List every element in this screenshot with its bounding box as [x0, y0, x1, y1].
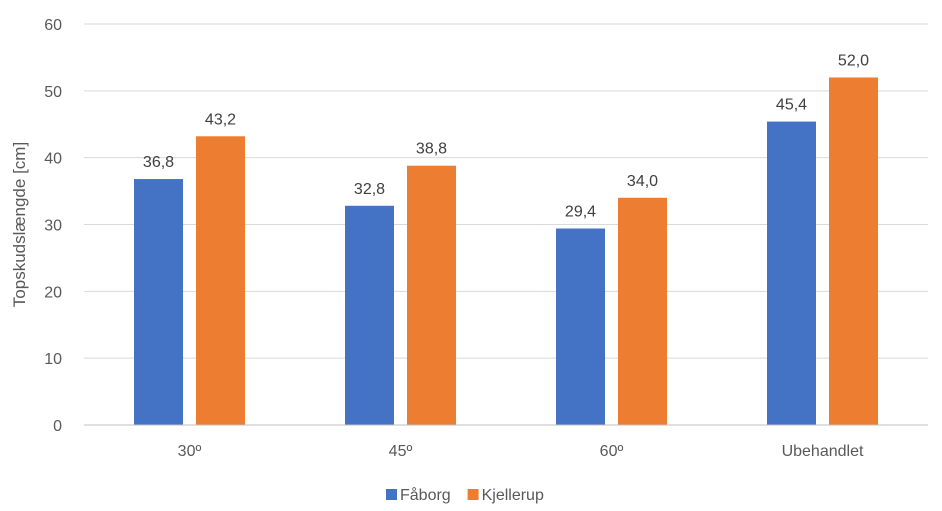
x-tick-label: Ubehandlet	[782, 443, 864, 460]
bar	[556, 228, 605, 425]
bar	[134, 179, 183, 425]
x-tick-label: 30º	[178, 443, 202, 460]
bar	[407, 165, 456, 426]
bars	[134, 77, 878, 426]
legend-swatch	[467, 489, 479, 500]
y-tick-label: 30	[44, 218, 62, 235]
data-label: 32,8	[354, 181, 385, 198]
y-tick-label: 10	[44, 351, 62, 368]
y-axis-label: Topskudslængde [cm]	[10, 142, 29, 307]
data-label: 52,0	[838, 52, 869, 69]
x-tick-label: 60º	[600, 443, 624, 460]
y-tick-label: 50	[44, 84, 62, 101]
data-label: 36,8	[143, 154, 174, 171]
y-tick-label: 20	[44, 284, 62, 301]
legend-label: Fåborg	[400, 486, 451, 504]
x-axis-ticks: 30º 45º 60º Ubehandlet	[178, 443, 864, 460]
legend-label: Kjellerup	[482, 487, 544, 504]
x-tick-label: 45º	[389, 443, 413, 460]
data-label: 38,8	[416, 141, 447, 158]
bar	[345, 205, 394, 425]
data-label: 43,2	[205, 111, 236, 128]
y-tick-label: 40	[44, 151, 62, 168]
bar	[196, 136, 245, 425]
data-label: 34,0	[627, 173, 658, 190]
y-tick-label: 60	[44, 17, 62, 34]
data-label: 45,4	[776, 97, 807, 114]
legend-swatch	[386, 489, 397, 500]
y-axis-ticks: 0 10 20 30 40 50 60	[44, 17, 62, 435]
data-labels: 36,8 43,2 32,8 38,8 29,4 34,0 45,4 52,0	[143, 52, 869, 220]
bar	[829, 77, 878, 425]
y-tick-label: 0	[53, 418, 62, 435]
bar	[767, 121, 816, 426]
data-label: 29,4	[565, 204, 596, 221]
bar	[618, 197, 667, 425]
legend: Fåborg Kjellerup	[386, 486, 544, 504]
